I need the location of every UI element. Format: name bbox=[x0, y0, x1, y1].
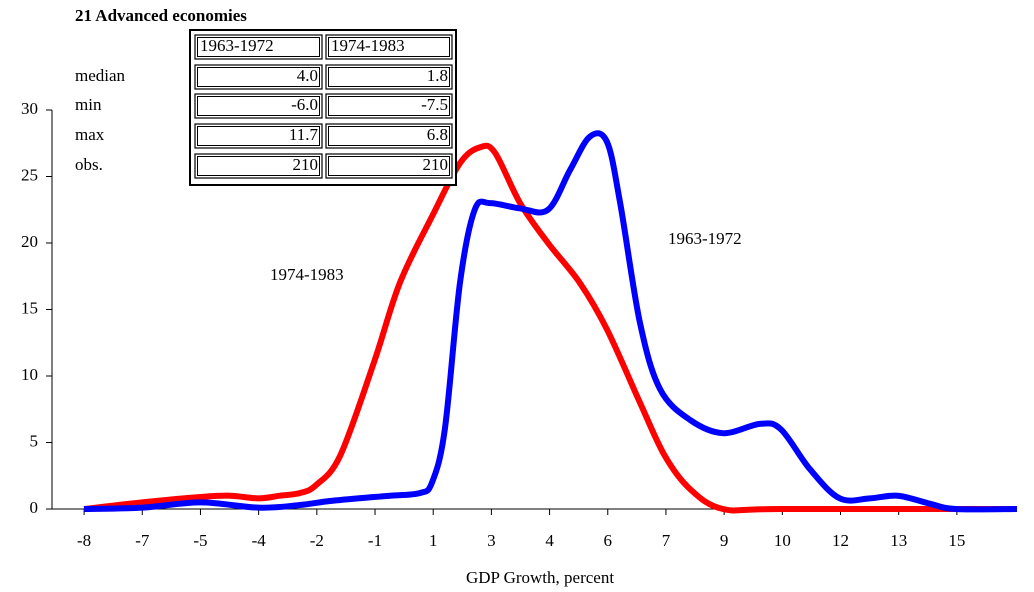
table-row-label: median bbox=[75, 66, 126, 85]
x-tick-label: 6 bbox=[604, 531, 613, 550]
series-line bbox=[83, 142, 1017, 514]
table-cell bbox=[194, 153, 323, 179]
x-tick-label: -5 bbox=[193, 531, 207, 550]
x-axis-label: GDP Growth, percent bbox=[466, 568, 614, 587]
table-row-label: obs. bbox=[75, 155, 103, 174]
table-header: 1963-1972 bbox=[200, 36, 274, 55]
series-line bbox=[84, 130, 1018, 513]
x-tick-label: 12 bbox=[832, 531, 849, 550]
table-cell bbox=[194, 64, 323, 90]
x-tick-label: 4 bbox=[545, 531, 554, 550]
x-tick-label: 7 bbox=[662, 531, 671, 550]
x-tick-label: -2 bbox=[310, 531, 324, 550]
table-value: 4.0 bbox=[297, 66, 318, 85]
table-cell-inner bbox=[328, 96, 450, 116]
y-tick-label: 20 bbox=[21, 232, 38, 251]
x-tick-label: -4 bbox=[252, 531, 267, 550]
table-value: 1.8 bbox=[427, 66, 448, 85]
x-tick-label: -8 bbox=[77, 531, 91, 550]
annotation: 1974-1983 bbox=[270, 265, 344, 284]
table-cell bbox=[325, 123, 453, 149]
table-cell bbox=[325, 64, 453, 90]
table-value: 6.8 bbox=[427, 125, 448, 144]
table-frame bbox=[189, 29, 457, 186]
table-cell-inner bbox=[328, 156, 450, 176]
table-cell-inner bbox=[197, 156, 320, 176]
table-cell-inner bbox=[328, 126, 450, 146]
table-value: 210 bbox=[293, 155, 319, 174]
table-value: 210 bbox=[423, 155, 449, 174]
table-cell-inner bbox=[328, 67, 450, 87]
table-value: -6.0 bbox=[291, 95, 318, 114]
y-tick-label: 15 bbox=[21, 298, 38, 317]
table-value: -7.5 bbox=[421, 95, 448, 114]
table-header: 1974-1983 bbox=[331, 36, 405, 55]
x-tick-label: 15 bbox=[948, 531, 965, 550]
table-cell bbox=[194, 123, 323, 149]
x-tick-label: -7 bbox=[135, 531, 150, 550]
table-cell-inner bbox=[328, 37, 450, 57]
chart-title: 21 Advanced economies bbox=[75, 6, 247, 25]
table-row-label: max bbox=[75, 125, 105, 144]
table-cell bbox=[325, 93, 453, 119]
x-tick-label: 9 bbox=[720, 531, 729, 550]
y-tick-label: 30 bbox=[21, 99, 38, 118]
x-tick-label: -1 bbox=[368, 531, 382, 550]
table-cell-inner bbox=[197, 126, 320, 146]
y-tick-label: 10 bbox=[21, 365, 38, 384]
table-cell bbox=[325, 153, 453, 179]
x-tick-label: 13 bbox=[890, 531, 907, 550]
table-value: 11.7 bbox=[289, 125, 319, 144]
y-tick-label: 5 bbox=[30, 431, 39, 450]
table-cell bbox=[194, 34, 323, 60]
table-cell-inner bbox=[197, 67, 320, 87]
table-cell bbox=[325, 34, 453, 60]
x-tick-label: 10 bbox=[774, 531, 791, 550]
x-tick-label: 1 bbox=[429, 531, 438, 550]
y-tick-label: 0 bbox=[30, 498, 39, 517]
annotation: 1963-1972 bbox=[668, 229, 742, 248]
table-row-label: min bbox=[75, 95, 102, 114]
table-cell-inner bbox=[197, 37, 320, 57]
table-cell bbox=[194, 93, 323, 119]
x-tick-label: 3 bbox=[487, 531, 496, 550]
table-cell-inner bbox=[197, 96, 320, 116]
y-tick-label: 25 bbox=[21, 165, 38, 184]
